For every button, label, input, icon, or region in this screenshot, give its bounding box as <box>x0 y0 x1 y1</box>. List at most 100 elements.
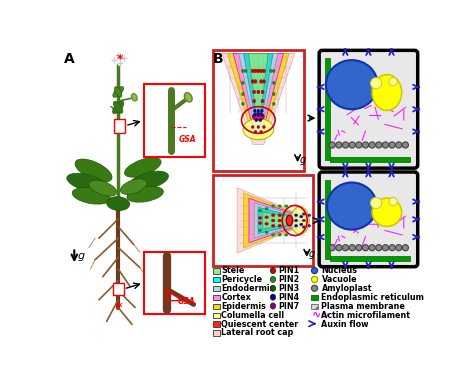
Polygon shape <box>258 207 307 234</box>
Ellipse shape <box>327 182 377 230</box>
Polygon shape <box>244 193 306 248</box>
Ellipse shape <box>260 109 263 113</box>
Ellipse shape <box>257 69 260 73</box>
Ellipse shape <box>270 294 276 300</box>
Ellipse shape <box>294 224 298 227</box>
Text: Endoplasmic reticulum: Endoplasmic reticulum <box>321 293 424 302</box>
Bar <box>213 330 220 336</box>
Ellipse shape <box>260 80 263 83</box>
Ellipse shape <box>329 245 335 251</box>
Bar <box>213 175 313 266</box>
Ellipse shape <box>89 180 117 196</box>
Text: Columella cell: Columella cell <box>221 311 284 320</box>
Ellipse shape <box>184 93 192 102</box>
Ellipse shape <box>273 92 275 96</box>
Ellipse shape <box>115 87 122 97</box>
Polygon shape <box>237 188 306 253</box>
Bar <box>213 295 220 300</box>
Polygon shape <box>249 198 306 243</box>
Text: Stele: Stele <box>221 266 245 275</box>
Text: Endodermis: Endodermis <box>221 284 275 293</box>
Polygon shape <box>222 53 295 144</box>
Ellipse shape <box>265 231 268 234</box>
Ellipse shape <box>253 90 255 94</box>
Bar <box>213 312 220 318</box>
Ellipse shape <box>372 198 401 226</box>
Ellipse shape <box>336 245 342 251</box>
Ellipse shape <box>402 142 409 148</box>
Bar <box>113 283 124 295</box>
Ellipse shape <box>112 101 124 114</box>
Ellipse shape <box>259 118 262 122</box>
Ellipse shape <box>255 118 258 122</box>
Text: Pericycle: Pericycle <box>221 275 263 284</box>
Text: *: * <box>116 301 122 314</box>
Ellipse shape <box>254 109 256 113</box>
Text: Cortex: Cortex <box>221 293 251 302</box>
Text: ∿∿: ∿∿ <box>311 310 330 320</box>
Ellipse shape <box>242 92 244 96</box>
Text: PIN1: PIN1 <box>278 266 300 275</box>
Text: Actin microfilament: Actin microfilament <box>321 311 410 320</box>
Ellipse shape <box>258 229 262 232</box>
Ellipse shape <box>389 245 395 251</box>
Ellipse shape <box>257 113 260 117</box>
Ellipse shape <box>120 179 147 194</box>
Ellipse shape <box>376 142 382 148</box>
Ellipse shape <box>376 245 382 251</box>
Ellipse shape <box>253 99 255 103</box>
Bar <box>325 58 330 160</box>
Ellipse shape <box>278 214 282 217</box>
Ellipse shape <box>257 125 260 128</box>
Bar <box>213 322 220 327</box>
Bar <box>213 286 220 291</box>
Bar <box>311 295 319 300</box>
Bar <box>213 268 220 274</box>
Ellipse shape <box>342 245 348 251</box>
Ellipse shape <box>383 142 389 148</box>
Ellipse shape <box>72 187 110 204</box>
Text: Epidermis: Epidermis <box>221 302 266 311</box>
Ellipse shape <box>349 142 356 148</box>
Ellipse shape <box>326 60 378 109</box>
Ellipse shape <box>251 125 254 128</box>
Text: PIN2: PIN2 <box>278 275 300 284</box>
Ellipse shape <box>260 69 263 73</box>
Ellipse shape <box>311 276 318 282</box>
Ellipse shape <box>302 213 306 215</box>
Ellipse shape <box>258 216 262 219</box>
Ellipse shape <box>278 205 282 207</box>
Ellipse shape <box>311 285 318 291</box>
Ellipse shape <box>342 142 348 148</box>
Polygon shape <box>263 212 307 229</box>
Ellipse shape <box>300 215 303 218</box>
Polygon shape <box>228 53 289 139</box>
Ellipse shape <box>308 224 311 227</box>
Text: Quiescent center: Quiescent center <box>221 320 299 328</box>
Ellipse shape <box>129 171 168 190</box>
Ellipse shape <box>363 245 369 251</box>
Ellipse shape <box>263 125 265 128</box>
Text: g: g <box>309 250 315 259</box>
Ellipse shape <box>258 222 262 225</box>
Text: A: A <box>64 52 74 66</box>
Ellipse shape <box>258 210 262 212</box>
Ellipse shape <box>261 90 264 94</box>
Ellipse shape <box>311 267 318 274</box>
Ellipse shape <box>278 224 282 227</box>
Ellipse shape <box>284 234 288 236</box>
Polygon shape <box>233 53 283 133</box>
Polygon shape <box>244 53 273 125</box>
Ellipse shape <box>265 222 268 225</box>
Ellipse shape <box>349 245 356 251</box>
Ellipse shape <box>302 219 306 222</box>
Ellipse shape <box>262 80 265 83</box>
Ellipse shape <box>294 214 298 216</box>
Ellipse shape <box>75 159 112 182</box>
Ellipse shape <box>286 215 293 226</box>
Ellipse shape <box>273 69 275 73</box>
Text: PIN4: PIN4 <box>278 293 300 302</box>
Ellipse shape <box>402 245 409 251</box>
Ellipse shape <box>254 130 257 133</box>
Ellipse shape <box>271 214 275 217</box>
